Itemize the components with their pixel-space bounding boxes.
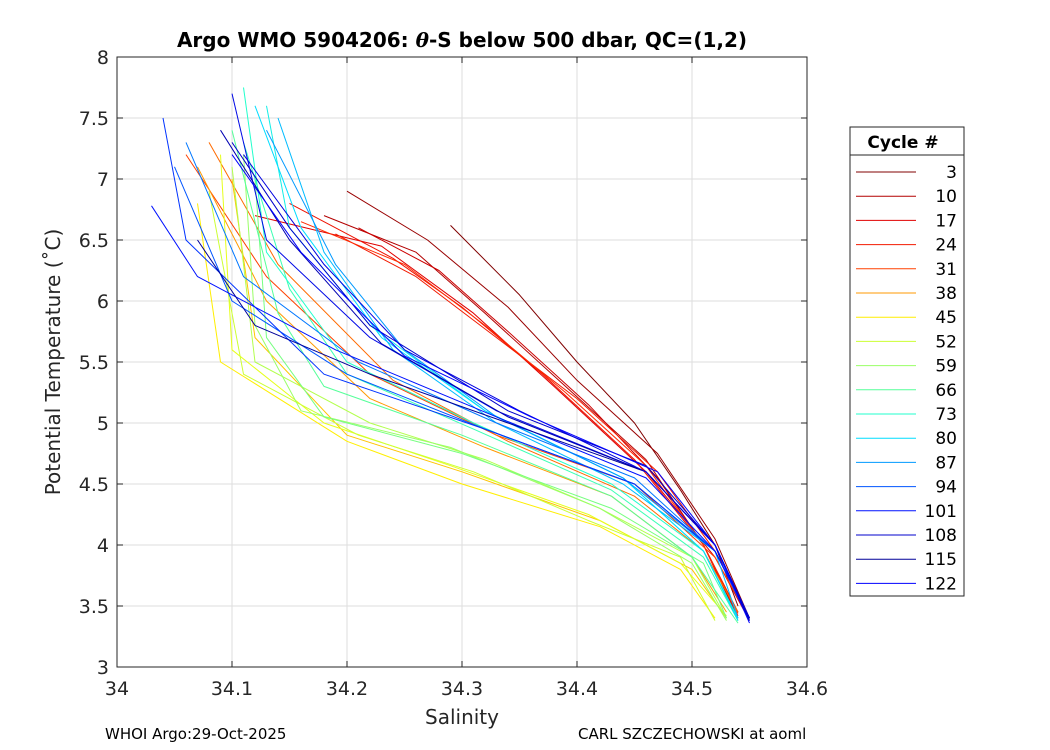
series-line-cycle-73	[243, 87, 739, 621]
legend-label-cycle-87: 87	[935, 453, 957, 473]
x-tick-label: 34.4	[556, 678, 598, 700]
series-line-cycle-112	[220, 129, 750, 621]
series-line-cycle-98	[162, 117, 750, 619]
series-line-cycle-28	[300, 221, 739, 614]
series-line-cycle-63	[254, 178, 727, 619]
series-line-cycle-59	[243, 154, 727, 621]
x-tick-label: 34.3	[441, 678, 483, 700]
legend-label-cycle-31: 31	[935, 260, 957, 280]
y-tick-label: 6.5	[79, 230, 109, 252]
x-tick-label: 34.1	[211, 678, 253, 700]
x-tick-label: 34.6	[786, 678, 828, 700]
x-tick-label: 34.5	[671, 678, 713, 700]
legend-label-cycle-115: 115	[925, 550, 957, 570]
legend-label-cycle-45: 45	[935, 308, 957, 328]
series-line-cycle-122	[231, 154, 750, 624]
y-tick-label: 4	[97, 535, 109, 557]
series-line-cycle-70	[243, 142, 739, 621]
y-tick-label: 6	[97, 291, 109, 313]
chart-title-suffix: -S below 500 dbar, QC=(1,2)	[429, 28, 747, 52]
legend-label-cycle-3: 3	[946, 163, 957, 183]
series-line-cycle-42	[231, 178, 727, 619]
x-tick-label: 34	[105, 678, 129, 700]
legend-label-cycle-38: 38	[935, 284, 957, 304]
y-axis-label: Potential Temperature (˚C)	[41, 229, 65, 496]
x-axis-label: Salinity	[425, 705, 499, 729]
y-tick-label: 8	[97, 47, 109, 69]
y-tick-label: 4.5	[79, 474, 109, 496]
legend-title: Cycle #	[867, 133, 938, 153]
chart-title-theta: θ	[416, 28, 430, 52]
series-line-cycle-66	[231, 130, 739, 624]
series-line-cycle-14	[358, 227, 739, 613]
series-line-cycle-35	[208, 142, 739, 613]
axis-ticks: 34 34.1 34.2 34.3 34.4 34.5 34.6 3 3.5 4 4.5 5 5.5 6 6…	[79, 47, 828, 700]
legend-label-cycle-80: 80	[935, 429, 957, 449]
series-line-cycle-105	[231, 93, 750, 619]
legend-label-cycle-122: 122	[925, 574, 957, 594]
legend-label-cycle-101: 101	[925, 502, 957, 522]
legend-label-cycle-108: 108	[925, 526, 957, 546]
y-tick-label: 7.5	[79, 108, 109, 130]
series-line-cycle-45	[197, 203, 716, 619]
legend-label-cycle-94: 94	[935, 478, 957, 498]
series-layer	[151, 87, 750, 624]
legend-entries: 3 10 17 24 31 38 45 52 59 66 73 80 87 94 101 108 115 122	[856, 163, 957, 594]
legend-label-cycle-73: 73	[935, 405, 957, 425]
series-line-cycle-101	[151, 205, 750, 619]
y-tick-label: 3.5	[79, 596, 109, 618]
footer-credit-right: CARL SZCZECHOWSKI at aoml	[578, 725, 807, 743]
legend: Cycle # 3 10 17 24 31 38 45 52 59 66 73 80 87 94 101 10…	[849, 126, 965, 597]
series-line-cycle-119	[243, 154, 750, 619]
chart-title: Argo WMO 5904206: θ-S below 500 dbar, QC…	[177, 28, 747, 52]
series-line-cycle-49	[220, 154, 727, 617]
series-line-cycle-6	[346, 190, 750, 619]
legend-label-cycle-10: 10	[935, 187, 957, 207]
series-line-cycle-52	[208, 191, 716, 621]
x-tick-label: 34.2	[326, 678, 368, 700]
legend-label-cycle-59: 59	[935, 357, 957, 377]
y-tick-label: 5.5	[79, 352, 109, 374]
y-tick-label: 3	[97, 657, 109, 679]
legend-label-cycle-24: 24	[935, 236, 957, 256]
y-tick-label: 5	[97, 413, 109, 435]
series-line-cycle-80	[254, 105, 739, 621]
footer-credit-left: WHOI Argo:29-Oct-2025	[105, 725, 287, 743]
y-tick-label: 7	[97, 169, 109, 191]
legend-label-cycle-17: 17	[935, 211, 957, 231]
legend-label-cycle-52: 52	[935, 332, 957, 352]
legend-box	[849, 126, 965, 597]
legend-label-cycle-66: 66	[935, 381, 957, 401]
chart-title-prefix: Argo WMO 5904206:	[177, 28, 416, 52]
series-line-cycle-21	[289, 202, 739, 617]
